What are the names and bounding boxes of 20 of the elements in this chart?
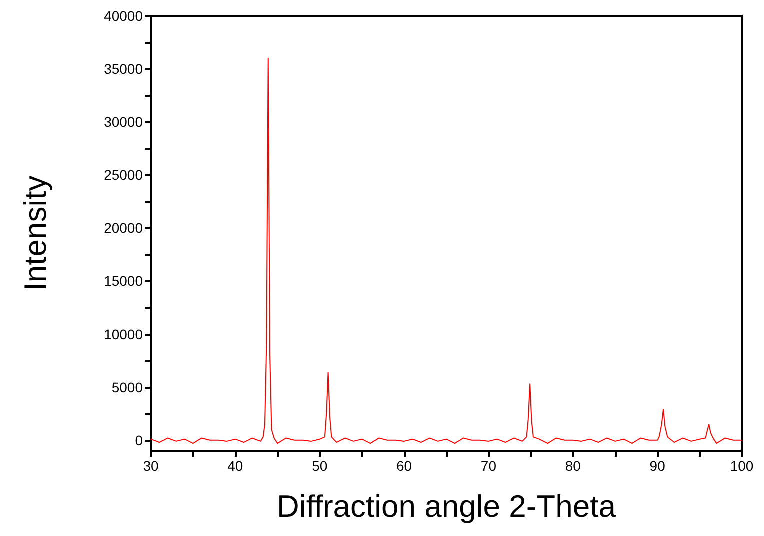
x-tick-label: 90 <box>650 458 666 474</box>
y-tick-label: 20000 <box>104 220 144 236</box>
y-tick-label: 40000 <box>104 8 144 24</box>
line-series <box>150 58 742 444</box>
y-tick-label: 30000 <box>104 114 144 130</box>
x-tick-label: 30 <box>143 458 159 474</box>
x-tick-label: 50 <box>312 458 328 474</box>
y-tick-label: 5000 <box>112 379 144 396</box>
y-tick-label: 25000 <box>104 167 144 184</box>
x-tick-label: 70 <box>480 458 497 474</box>
x-tick-label: 60 <box>396 458 412 474</box>
y-tick-label: 35000 <box>104 61 144 78</box>
x-tick-label: 80 <box>565 458 582 474</box>
y-tick-label: 0 <box>135 432 144 448</box>
x-axis-title: Diffraction angle 2-Theta <box>277 489 617 524</box>
y-axis-title: Intensity <box>18 175 53 292</box>
y-tick-label: 15000 <box>104 273 144 290</box>
x-tick-label: 100 <box>730 458 754 474</box>
x-tick-label: 40 <box>228 458 244 474</box>
y-tick-label: 10000 <box>104 326 144 342</box>
